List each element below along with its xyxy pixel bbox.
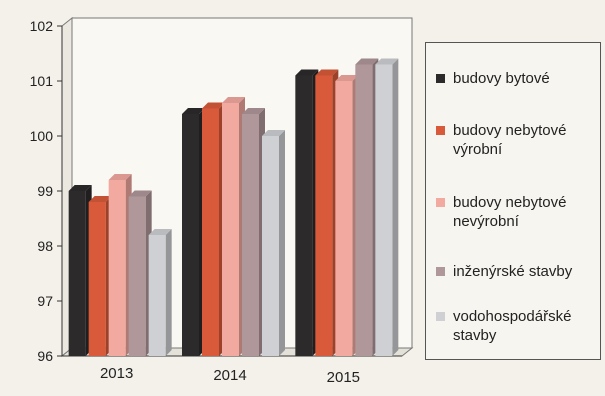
x-tick-label-2014: 2014 bbox=[213, 367, 246, 384]
bar-top-budovy-bytové-2013 bbox=[68, 185, 92, 191]
bar-budovy-bytové-2014 bbox=[182, 114, 199, 356]
bar-top-budovy-nebytové-výrobní-2014 bbox=[202, 102, 225, 109]
bar-vodohospodářské-stavby-2014 bbox=[262, 136, 279, 356]
legend-swatch-3 bbox=[436, 198, 445, 207]
bar-budovy-bytové-2013 bbox=[68, 191, 86, 356]
bar-side-vodohospodářské-stavby-2015 bbox=[392, 58, 399, 356]
y-tick-label-0: 96 bbox=[37, 348, 53, 364]
x-tick-label-2013: 2013 bbox=[100, 365, 133, 382]
legend-label-4: inženýrské stavby bbox=[453, 263, 573, 280]
y-tick-label-3: 99 bbox=[37, 183, 53, 199]
legend-swatch-4 bbox=[436, 267, 445, 276]
bar-top-inženýrské-stavby-2014 bbox=[242, 108, 265, 114]
legend-swatch-1 bbox=[436, 74, 445, 83]
y-tick-label-6: 102 bbox=[30, 18, 54, 34]
bar-top-budovy-bytové-2014 bbox=[182, 108, 205, 114]
y-tick-label-1: 97 bbox=[37, 293, 53, 309]
legend-item-1: budovy bytové bbox=[436, 69, 594, 88]
bar-budovy-nebytové-výrobní-2015 bbox=[315, 75, 333, 356]
bar-top-budovy-nebytové-výrobní-2013 bbox=[88, 196, 112, 202]
y-tick-label-2: 98 bbox=[37, 238, 53, 254]
bar-vodohospodářské-stavby-2015 bbox=[375, 64, 393, 356]
legend-label-3: budovy nebytové nevýrobní bbox=[453, 194, 567, 230]
bar-budovy-nebytové-výrobní-2014 bbox=[202, 108, 219, 356]
bar-budovy-bytové-2015 bbox=[295, 75, 313, 356]
bar-top-budovy-nebytové-výrobní-2015 bbox=[315, 69, 339, 76]
legend-item-3: budovy nebytové nevýrobní bbox=[436, 193, 594, 231]
bar-top-vodohospodářské-stavby-2015 bbox=[375, 58, 399, 65]
bar-top-inženýrské-stavby-2013 bbox=[128, 190, 152, 197]
bar-top-budovy-nebytové-nevýrobní-2013 bbox=[108, 174, 132, 180]
bar-top-budovy-nebytové-nevýrobní-2015 bbox=[335, 75, 359, 81]
y-tick-label-5: 101 bbox=[30, 73, 54, 89]
bar-budovy-nebytové-nevýrobní-2014 bbox=[222, 103, 239, 356]
bar-top-vodohospodářské-stavby-2014 bbox=[262, 130, 285, 136]
bar-budovy-nebytové-výrobní-2013 bbox=[88, 202, 106, 356]
legend-swatch-2 bbox=[436, 126, 445, 135]
chart-legend: budovy bytové budovy nebytové výrobní bu… bbox=[425, 42, 601, 360]
y-tick-label-4: 100 bbox=[30, 128, 54, 144]
legend-label-5: vodohospodářské stavby bbox=[453, 308, 572, 344]
x-tick-label-2015: 2015 bbox=[327, 369, 360, 386]
bar-inženýrské-stavby-2015 bbox=[355, 64, 373, 356]
legend-swatch-5 bbox=[436, 312, 445, 321]
bar-side-vodohospodářské-stavby-2014 bbox=[279, 130, 285, 356]
bar-top-inženýrské-stavby-2015 bbox=[355, 58, 379, 65]
bar-budovy-nebytové-nevýrobní-2015 bbox=[335, 81, 353, 356]
bar-top-budovy-nebytové-nevýrobní-2014 bbox=[222, 97, 245, 103]
legend-item-4: inženýrské stavby bbox=[436, 262, 594, 281]
legend-item-5: vodohospodářské stavby bbox=[436, 307, 594, 345]
bar-inženýrské-stavby-2013 bbox=[128, 196, 146, 356]
bar-budovy-nebytové-nevýrobní-2013 bbox=[108, 180, 126, 356]
legend-label-2: budovy nebytové výrobní bbox=[453, 122, 567, 158]
legend-item-2: budovy nebytové výrobní bbox=[436, 121, 594, 159]
bar-side-vodohospodářské-stavby-2013 bbox=[165, 229, 172, 356]
bar-top-budovy-bytové-2015 bbox=[295, 69, 319, 76]
bar-vodohospodářské-stavby-2013 bbox=[148, 235, 166, 356]
bar-top-vodohospodářské-stavby-2013 bbox=[148, 229, 172, 235]
legend-label-1: budovy bytové bbox=[453, 70, 550, 87]
bar-inženýrské-stavby-2014 bbox=[242, 114, 259, 356]
